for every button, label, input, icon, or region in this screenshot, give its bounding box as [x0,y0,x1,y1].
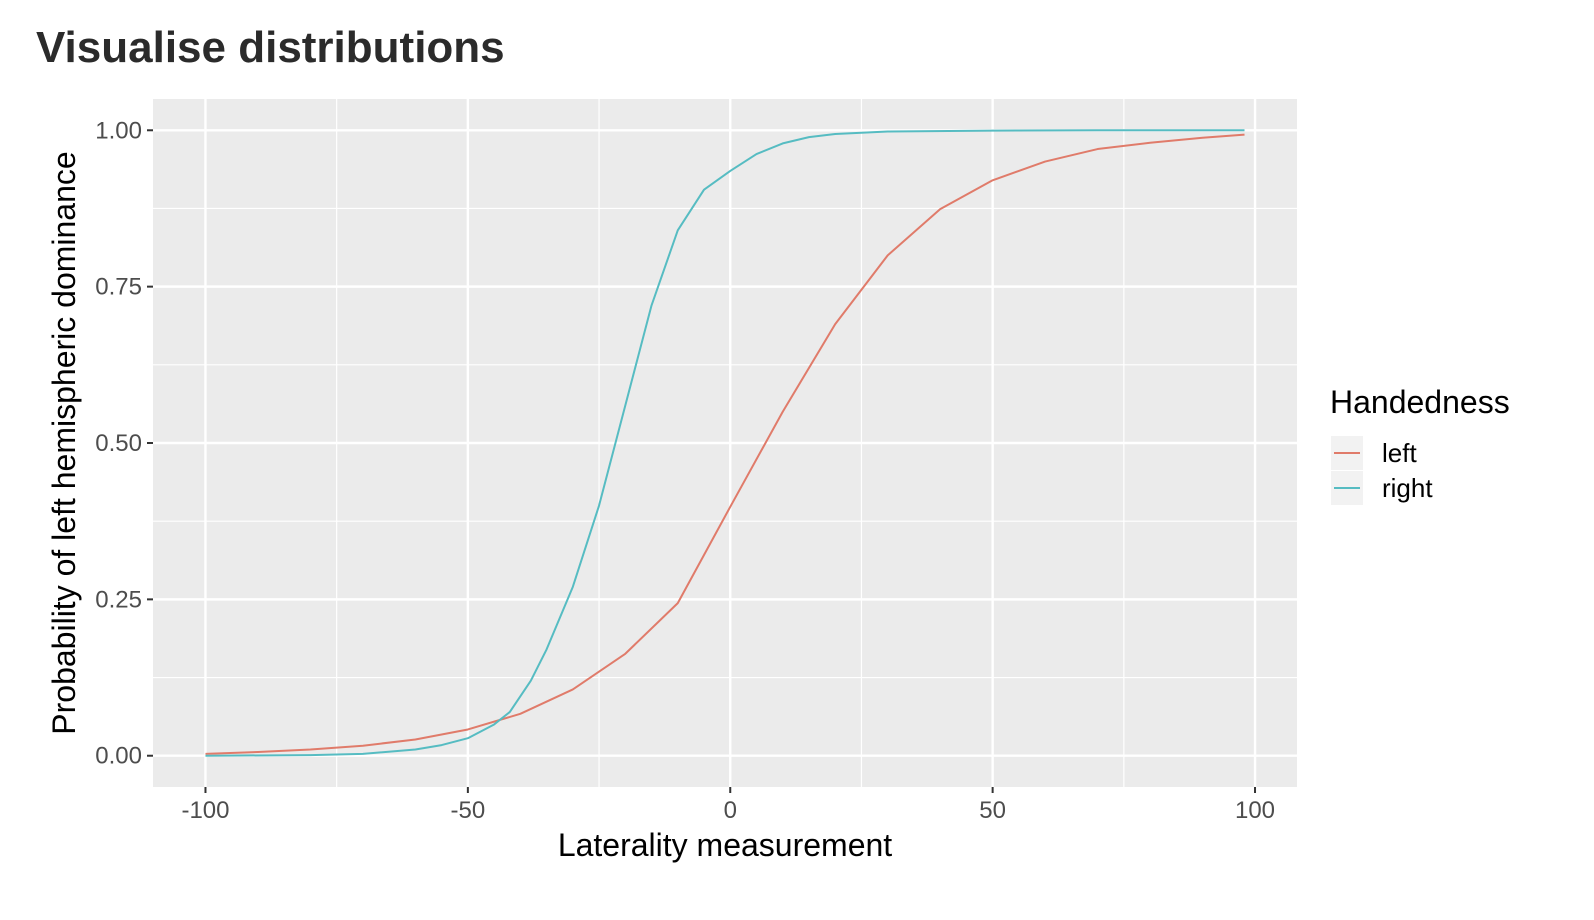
x-tick-label: 50 [979,797,1006,824]
plot-panel [153,99,1297,787]
y-tick-label: 1.00 [95,117,142,144]
x-axis: -100 -50 0 50 100 [181,787,1275,824]
series-line-right [205,129,1245,757]
y-tick-label: 0.00 [95,743,142,770]
x-axis-title: Laterality measurement [558,827,892,863]
x-tick-label: 0 [724,797,737,824]
series-line-left [205,133,1245,755]
x-tick-label: 100 [1235,797,1275,824]
x-tick-label: -50 [451,797,486,824]
legend-label-left: left [1382,438,1417,468]
x-tick-label: -100 [181,797,229,824]
y-axis: 0.00 0.25 0.50 0.75 1.00 [95,117,153,770]
legend-label-right: right [1382,473,1433,503]
legend: Handedness left right [1330,384,1510,505]
y-axis-title: Probability of left hemispheric dominanc… [46,151,82,734]
y-tick-label: 0.50 [95,430,142,457]
chart-title: Visualise distributions [36,23,505,72]
y-tick-label: 0.75 [95,274,142,301]
y-tick-label: 0.25 [95,586,142,613]
legend-title: Handedness [1330,384,1510,420]
